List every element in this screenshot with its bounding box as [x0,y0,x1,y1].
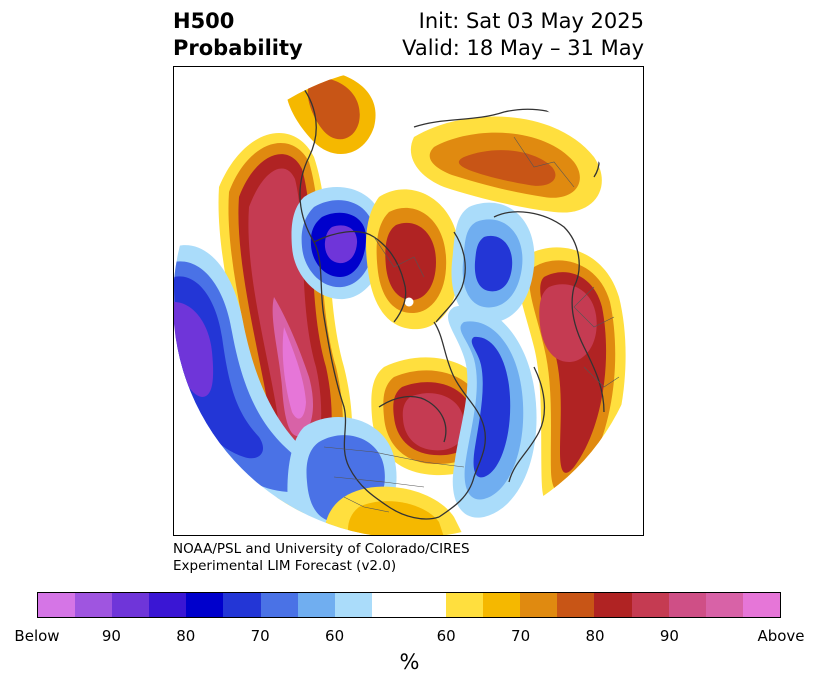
north-pole-marker [404,297,414,307]
anomaly-field [174,67,643,535]
borders [323,136,620,513]
forecast-dates: Init: Sat 03 May 2025 Valid: 18 May – 31… [402,8,644,62]
colorbar-segment [594,593,632,617]
colorbar-label: % [399,650,420,674]
colorbar-tick-label: 70 [511,627,531,645]
colorbar-segment [668,593,706,617]
colorbar-tick-label: 90 [659,627,679,645]
colorbar-segment [631,593,669,617]
credit-line-2: Experimental LIM Forecast (v2.0) [173,558,397,574]
colorbar-tick-label: 80 [176,627,196,645]
map-title: H500 Probability [173,8,303,62]
colorbar-ticks: Below 90 80 70 60 60 70 80 90 Above [0,627,819,647]
colorbar-segment [38,593,76,617]
colorbar-segment [112,593,150,617]
coastlines [293,76,605,520]
colorbar-tick-label: 60 [325,627,345,645]
anomaly-arctic-above [285,67,602,213]
colorbar [37,592,781,618]
title-line-2: Probability [173,36,303,60]
colorbar-segment [297,593,335,617]
anomaly-barents-below [451,202,535,323]
map-canvas [174,67,643,535]
anomaly-siberia-above [366,189,460,330]
colorbar-segment [371,593,447,617]
colorbar-segment [223,593,261,617]
colorbar-segment [705,593,743,617]
colorbar-segment [260,593,298,617]
colorbar-tick-label: 60 [436,627,456,645]
colorbar-segment [446,593,484,617]
colorbar-tick-label: 70 [250,627,270,645]
probability-map [173,66,644,536]
colorbar-tick-label: 80 [585,627,605,645]
colorbar-segment [483,593,521,617]
credit-line-1: NOAA/PSL and University of Colorado/CIRE… [173,541,470,557]
colorbar-segment [742,593,780,617]
colorbar-segment [334,593,372,617]
credit-text: NOAA/PSL and University of Colorado/CIRE… [173,541,470,575]
anomaly-subtropics-above [324,486,464,535]
colorbar-tick-label: Below [14,627,60,645]
valid-date: Valid: 18 May – 31 May [402,36,644,60]
colorbar-segment [75,593,113,617]
colorbar-segment [186,593,224,617]
anomaly-atlantic-below [448,305,537,518]
init-date: Init: Sat 03 May 2025 [418,9,644,33]
colorbar-tick-label: Above [757,627,805,645]
title-line-1: H500 [173,9,235,33]
colorbar-tick-label: 90 [101,627,121,645]
colorbar-segment [520,593,558,617]
colorbar-segment [149,593,187,617]
colorbar-segment [557,593,595,617]
